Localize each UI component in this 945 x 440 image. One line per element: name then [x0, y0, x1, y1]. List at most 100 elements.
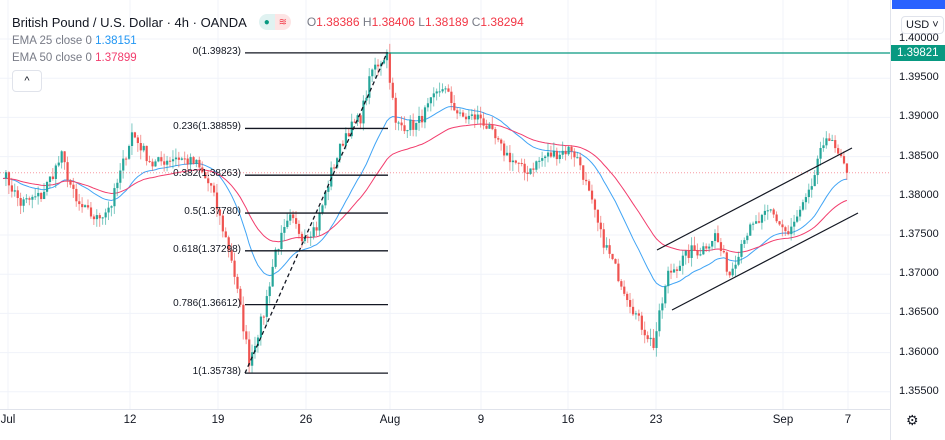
candle-body	[728, 271, 731, 276]
candle-body	[224, 231, 227, 238]
candle-body	[684, 250, 687, 256]
market-status-badge[interactable]: ● ≋	[258, 14, 291, 30]
candle-body	[643, 329, 646, 336]
channel-lower-line	[671, 212, 859, 311]
candle-body	[130, 132, 134, 147]
candle-body	[429, 97, 432, 104]
candle-body	[227, 237, 230, 251]
candle-body	[631, 306, 635, 315]
candle-body	[462, 112, 465, 117]
ema25-legend[interactable]: EMA 25 close 0 1.38151	[12, 35, 137, 47]
time-tick: Sep	[772, 414, 794, 426]
price-tick: 1.36500	[899, 306, 939, 319]
candle-body	[596, 209, 599, 223]
candle-body	[755, 221, 758, 224]
candle-body	[207, 178, 210, 184]
candle-body	[171, 159, 175, 162]
candle-body	[558, 154, 561, 160]
price-chart[interactable]	[0, 0, 890, 410]
candle-body	[629, 300, 632, 307]
candle-body	[221, 215, 224, 232]
candle-body	[330, 167, 333, 187]
candle-body	[655, 331, 658, 348]
fib-level-label: 0.786(1.36612)	[173, 297, 241, 309]
price-tick: 1.40000	[899, 32, 939, 44]
candle-body	[139, 143, 142, 151]
fib-trend-line	[244, 52, 388, 374]
candle-body	[420, 115, 424, 123]
candle-body	[711, 240, 714, 247]
candle-body	[426, 103, 430, 108]
ema50-legend[interactable]: EMA 50 close 0 1.37899	[12, 52, 137, 64]
currency-select[interactable]: USD ˅	[901, 16, 944, 34]
candle-body	[391, 82, 394, 98]
candle-body	[500, 139, 503, 144]
candle-body	[382, 60, 386, 64]
candle-body	[839, 153, 843, 157]
time-tick: 16	[561, 414, 575, 426]
candle-body	[265, 296, 268, 317]
market-open-icon: ●	[258, 14, 275, 30]
candle-body	[488, 124, 491, 129]
candle-body	[646, 335, 649, 340]
candle-body	[793, 221, 796, 227]
candle-body	[769, 209, 772, 211]
candle-body	[362, 100, 365, 124]
candle-body	[195, 159, 198, 164]
candle-body	[198, 159, 201, 168]
candle-body	[72, 184, 75, 189]
candle-body	[658, 310, 661, 332]
candle-body	[338, 143, 342, 159]
candle-body	[807, 189, 810, 198]
candle-body	[186, 158, 189, 165]
candle-body	[544, 156, 547, 159]
candle-body	[245, 331, 248, 340]
delay-icon: ≋	[274, 14, 291, 30]
candle-body	[573, 151, 576, 158]
price-tick: 1.38500	[899, 149, 939, 162]
candle-body	[842, 156, 846, 164]
candle-body	[828, 138, 831, 141]
candle-body	[388, 52, 391, 83]
candle-body	[652, 337, 655, 348]
candle-body	[687, 250, 690, 258]
price-axis[interactable]: USD ˅ 1.40000 1.39500 1.39000 1.38500 1.3800…	[890, 0, 945, 440]
candle-body	[127, 146, 131, 159]
candle-body	[84, 205, 87, 208]
candle-body	[760, 214, 764, 223]
candle-body	[359, 115, 362, 124]
candle-body	[163, 161, 166, 165]
candle-body	[48, 176, 52, 182]
candle-body	[775, 214, 778, 222]
candle-body	[385, 52, 389, 61]
candle-body	[60, 151, 63, 163]
candle-body	[438, 91, 441, 93]
candle-body	[523, 163, 526, 173]
candle-body	[98, 215, 101, 219]
candle-body	[617, 263, 620, 282]
candle-body	[242, 304, 245, 332]
candle-body	[834, 140, 837, 149]
collapse-legend-button[interactable]: ^	[12, 70, 42, 92]
settings-gear-icon[interactable]: ⚙	[906, 412, 919, 428]
candle-body	[567, 146, 570, 155]
candle-body	[757, 221, 761, 223]
candle-body	[459, 112, 462, 114]
candle-body	[321, 205, 324, 214]
price-tick: 1.39000	[899, 110, 939, 123]
candle-body	[602, 229, 605, 248]
candle-body	[763, 210, 766, 215]
candle-body	[7, 172, 11, 186]
candle-body	[790, 226, 793, 235]
candle-body	[394, 97, 397, 123]
candle-body	[626, 293, 629, 301]
candle-body	[731, 268, 734, 276]
candle-body	[113, 188, 116, 207]
candle-body	[620, 281, 623, 287]
candle-body	[34, 196, 37, 198]
candle-body	[403, 125, 406, 132]
candle-body	[444, 88, 447, 90]
time-tick: 12	[123, 414, 137, 426]
symbol-title[interactable]: British Pound / U.S. Dollar · 4h · OANDA	[12, 14, 247, 30]
candle-body	[804, 197, 808, 203]
